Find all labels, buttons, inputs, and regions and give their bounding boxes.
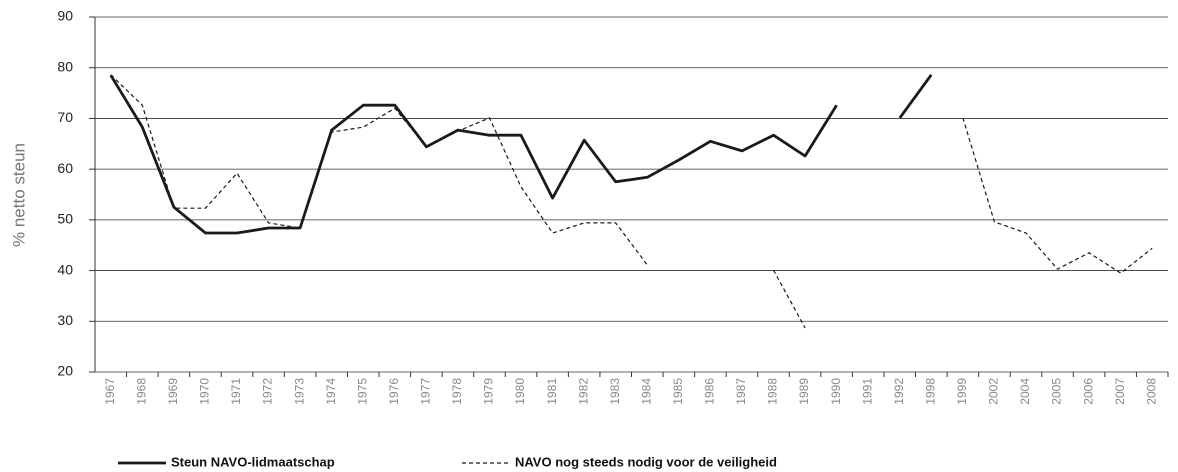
y-tick-label: 20: [57, 363, 73, 379]
y-tick-label: 40: [57, 261, 73, 277]
series-line: [109, 73, 933, 235]
x-tick-label: 1978: [450, 378, 464, 405]
y-tick-label: 50: [57, 211, 73, 227]
x-tick-label: 1974: [324, 378, 338, 405]
x-tick-label: 1967: [103, 378, 117, 405]
x-tick-label: 1973: [292, 378, 306, 405]
x-tick-label: 1982: [576, 378, 590, 405]
x-tick-label: 2004: [1018, 378, 1032, 405]
y-axis-label: % netto steun: [9, 143, 28, 247]
x-tick-label: 1998: [923, 378, 937, 405]
y-tick-label: 80: [57, 58, 73, 74]
x-tick-label: 1972: [261, 378, 275, 405]
x-tick-label: 1989: [797, 378, 811, 405]
x-tick-label: 1999: [955, 378, 969, 405]
x-tick-label: 1990: [829, 378, 843, 405]
x-tick-label: 1977: [419, 378, 433, 405]
x-tick-label: 1976: [387, 378, 401, 405]
x-tick-label: 2005: [1050, 378, 1064, 405]
x-tick-label: 1981: [545, 378, 559, 405]
x-tick-label: 1969: [166, 378, 180, 405]
x-tick-label: 1971: [229, 378, 243, 405]
x-tick-label: 1968: [135, 378, 149, 405]
x-tick-label: 1987: [734, 378, 748, 405]
x-tick-label: 1975: [355, 378, 369, 405]
x-tick-label: 1980: [513, 378, 527, 405]
x-tick-label: 1984: [639, 378, 653, 405]
y-tick-label: 30: [57, 312, 73, 328]
x-tick-label: 2002: [987, 378, 1001, 405]
x-tick-label: 1986: [703, 378, 717, 405]
x-tick-label: 1991: [860, 378, 874, 405]
x-tick-label: 1985: [671, 378, 685, 405]
x-tick-label: 1992: [892, 378, 906, 405]
x-tick-label: 2007: [1113, 378, 1127, 405]
x-tick-label: 1979: [482, 378, 496, 405]
y-tick-label: 70: [57, 109, 73, 125]
legend-label: NAVO nog steeds nodig voor de veiligheid: [515, 454, 777, 469]
x-tick-label: 1970: [198, 378, 212, 405]
x-tick-label: 1988: [766, 378, 780, 405]
y-tick-label: 60: [57, 160, 73, 176]
x-tick-label: 2006: [1081, 378, 1095, 405]
y-tick-label: 90: [57, 8, 73, 24]
x-tick-label: 1983: [608, 378, 622, 405]
x-tick-label: 2008: [1144, 378, 1158, 405]
legend-label: Steun NAVO-lidmaatschap: [171, 454, 335, 469]
series-line: [110, 74, 1153, 329]
